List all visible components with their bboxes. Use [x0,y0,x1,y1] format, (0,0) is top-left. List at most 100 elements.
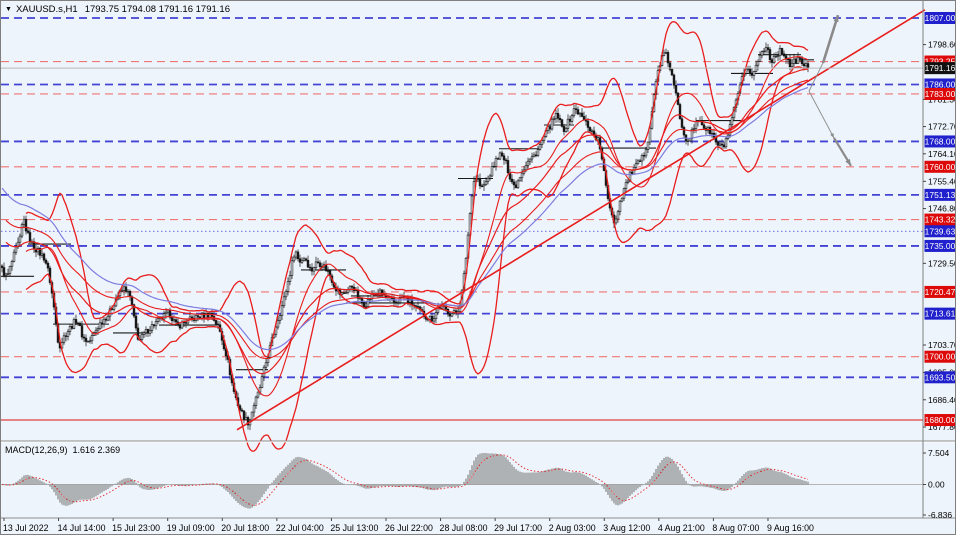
time-tick-label: 20 Jul 18:00 [221,523,269,533]
candle-body [274,326,278,335]
candle-body [642,155,646,157]
candle-body [174,319,178,323]
candle-body [796,57,800,64]
price-level-badge-label: 1760.00 [925,162,956,172]
candle-body [708,126,712,134]
price-tick-label: 1686.40 [928,395,956,405]
candle-body [180,321,184,329]
price-level-badge-label: 1751.13 [925,190,956,200]
price-level-badge-label: 1786.00 [925,79,956,89]
candle-body [170,317,174,322]
price-level-badge-label: 1768.00 [925,136,956,146]
candle-body [2,267,6,276]
candle-body [164,311,168,314]
candle-body [692,128,696,130]
candle-body [562,126,566,132]
candle-body [98,322,102,329]
time-axis[interactable]: 13 Jul 2022 14 Jul 14:00 15 Jul 23:00 19 Ju… [3,518,814,533]
candle-body [632,167,636,175]
time-tick-label: 4 Aug 21:00 [658,523,705,533]
candle-body [648,127,652,143]
candle-body [80,325,84,338]
candle-body [662,52,666,56]
candle-body [184,322,188,324]
candle-body [616,211,620,220]
candle-body [240,409,244,412]
candle-body [758,54,762,62]
candle-body [130,296,134,306]
projection-line-down[interactable] [808,90,835,139]
candle-body [520,172,524,179]
price-level-badge [924,225,955,238]
candle-body [506,160,510,174]
price-tick-label: 1798.60 [928,40,956,50]
projection-line-up[interactable] [808,62,824,92]
candle-body [250,411,254,421]
candle-body [44,259,48,264]
candle-body [366,298,370,307]
candle-body [588,127,592,132]
price-tick-label: 1729.50 [928,258,956,268]
candle-body [620,197,624,202]
candle-body [526,160,530,166]
time-tick-label: 15 Jul 23:00 [112,523,160,533]
candle-body [128,290,132,297]
candle-body [566,118,570,129]
projection-arrow-up[interactable] [821,14,840,64]
time-tick-label: 9 Aug 16:00 [767,523,814,533]
candle-body [488,175,492,179]
price-axis[interactable]: 1798.601781.301772.701764.101755.401746.… [923,12,956,520]
candle-body [284,291,288,298]
candle-body [104,318,108,321]
price-level-badge [924,285,955,298]
candle-body [276,320,280,328]
candle-body [560,119,564,127]
candle-body [86,341,90,343]
candle-body [618,200,622,213]
candle-body [788,59,792,68]
candle-body [74,319,78,324]
candle-body [342,292,346,294]
bollinger-lower-band [25,66,809,452]
candle-body [486,177,490,182]
candle-body [626,180,630,183]
candle-body [162,313,166,320]
candle-body [564,128,568,132]
candle-body [718,143,722,146]
candle-body [24,218,28,232]
candle-body [124,286,128,292]
price-tick-label: 1755.40 [928,176,956,186]
macd-signal-line [1,454,809,506]
candle-body [76,322,80,325]
candle-body [362,301,366,307]
candle-body [72,319,76,329]
candle-body [146,329,150,334]
symbol-dropdown-icon[interactable]: ▼ [5,6,12,13]
candle-body [242,410,246,420]
candle-body [310,267,314,272]
candle-body [450,313,454,317]
candle-body [306,259,310,268]
candle-body [500,152,504,157]
arrow-head [845,158,851,166]
candle-body [120,290,124,292]
time-tick-label: 8 Aug 07:00 [712,523,759,533]
candle-body [778,48,782,56]
candle-body [280,305,284,316]
candle-body [292,256,296,262]
candle-body [478,178,482,187]
candle-body [574,108,578,110]
candle-body [196,315,200,318]
price-tick-label: 1746.80 [928,204,956,214]
candle-body [700,120,704,126]
macd-scale-label: 7.504 [928,448,950,458]
candle-body [260,376,264,388]
candle-body [6,273,10,275]
candle-body [724,138,728,148]
candle-body [296,251,300,260]
ascending-trendline[interactable] [236,9,926,431]
candle-body [748,68,752,74]
candle-body [688,138,692,142]
